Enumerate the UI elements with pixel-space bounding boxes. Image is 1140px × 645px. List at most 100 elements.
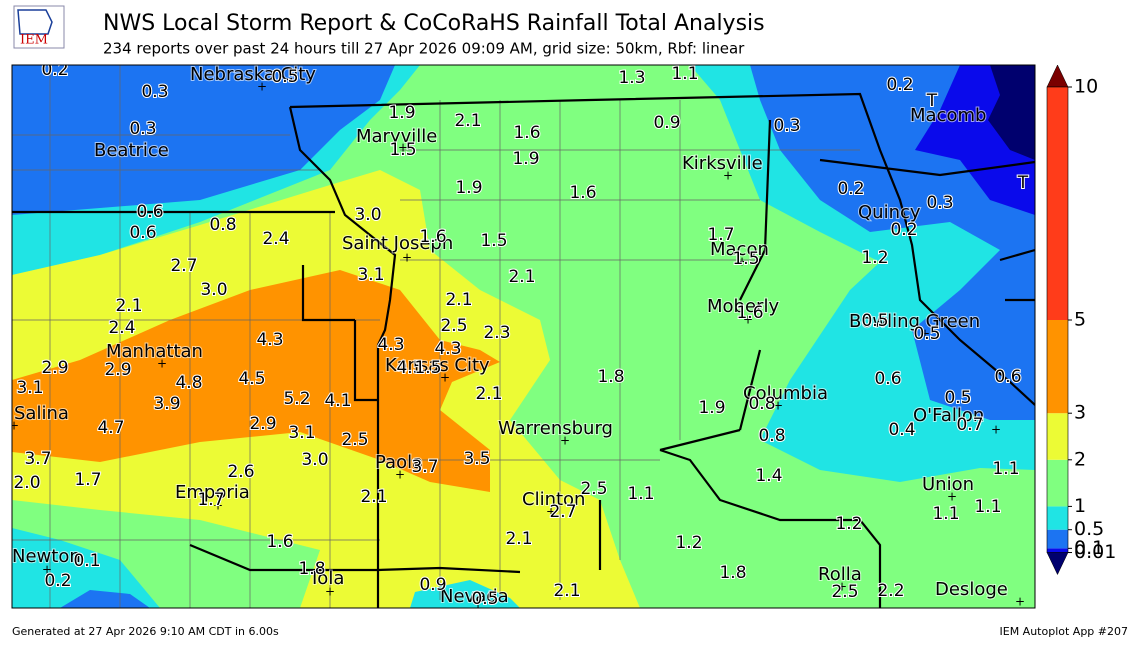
rain-report: 3.1 xyxy=(357,265,384,285)
colorbar-over xyxy=(1046,64,1069,88)
city-label: Union xyxy=(922,474,974,495)
city-marker: + xyxy=(9,419,19,433)
city-label: O'Fallon xyxy=(913,405,984,426)
city-label: Bowling Green xyxy=(849,311,980,332)
city-label: Columbia xyxy=(743,383,828,404)
region xyxy=(12,528,160,608)
region xyxy=(988,65,1035,160)
colorbar-band xyxy=(1047,529,1068,549)
colorbar-band xyxy=(1047,87,1068,320)
rain-report: 3.5 xyxy=(463,449,490,469)
footer-left: Generated at 27 Apr 2026 9:10 AM CDT in … xyxy=(12,625,279,638)
city-marker: + xyxy=(402,251,412,265)
city-marker: + xyxy=(737,255,747,269)
rain-report: 1.1 xyxy=(627,484,654,504)
rain-report: 0.5 xyxy=(271,67,298,87)
colorbar-label: 3 xyxy=(1074,402,1086,424)
rain-report: 1.1 xyxy=(974,497,1001,517)
colorbar-label: 10 xyxy=(1074,76,1098,98)
city-label: Quincy xyxy=(858,202,921,223)
logo-box xyxy=(13,5,65,49)
rain-report: 2.1 xyxy=(445,290,472,310)
colorbar-label: 0.5 xyxy=(1074,518,1104,540)
rain-report: 4.3 xyxy=(377,335,404,355)
rain-report: 1.5 xyxy=(389,140,416,160)
rain-report: 2.5 xyxy=(580,479,607,499)
rain-report: 1.7 xyxy=(74,470,101,490)
city-label: Rolla xyxy=(818,564,862,585)
rain-report: 1.8 xyxy=(597,367,624,387)
rain-report: 2.4 xyxy=(108,318,135,338)
rain-report: 2.9 xyxy=(41,358,68,378)
rain-report: 1.7 xyxy=(707,225,734,245)
rain-report: T xyxy=(1017,173,1029,193)
rain-report: 0.5 xyxy=(471,589,498,609)
rain-report: 2.0 xyxy=(13,473,40,493)
rain-report: 0.6 xyxy=(874,369,901,389)
rain-report: 0.3 xyxy=(129,119,156,139)
rain-report: 0.9 xyxy=(419,575,446,595)
rain-report: 2.1 xyxy=(360,487,387,507)
city-marker: + xyxy=(213,499,223,513)
colorbar-label: 0.01 xyxy=(1074,541,1116,563)
logo-text: IEM xyxy=(20,33,48,48)
rain-report: 1.5 xyxy=(732,249,759,269)
city-marker: + xyxy=(398,141,408,155)
subtitle: 234 reports over past 24 hours till 27 A… xyxy=(103,40,745,58)
city-marker: + xyxy=(257,80,267,94)
rain-report: 0.2 xyxy=(890,220,917,240)
boundaries xyxy=(12,92,1035,608)
rain-report: 0.6 xyxy=(136,202,163,222)
city-marker: + xyxy=(773,399,783,413)
city-label: Iola xyxy=(312,568,344,589)
region xyxy=(410,580,520,608)
city-label: Manhattan xyxy=(106,341,203,362)
rain-report: 2.1 xyxy=(553,581,580,601)
rain-report: 1.8 xyxy=(719,563,746,583)
rain-report: 1.5 xyxy=(480,231,507,251)
rain-report: 2.1 xyxy=(505,529,532,549)
city-label: Kansas City xyxy=(385,355,490,376)
rain-report: T xyxy=(926,91,938,111)
rain-report: 0.5 xyxy=(944,388,971,408)
city-label: Salina xyxy=(14,403,69,424)
rain-report: 2.5 xyxy=(341,430,368,450)
city-label: Saint Joseph xyxy=(342,233,453,254)
rain-report: 0.6 xyxy=(129,223,156,243)
city-marker: + xyxy=(947,490,957,504)
rain-report: 0.9 xyxy=(653,113,680,133)
city-label: Nebraska City xyxy=(190,64,316,85)
city-label: Macomb xyxy=(910,105,986,126)
city-marker: + xyxy=(723,169,733,183)
rain-report: 4.5 xyxy=(238,369,265,389)
rain-report: 1.1 xyxy=(992,459,1019,479)
rain-report: 1.7 xyxy=(197,490,224,510)
title: NWS Local Storm Report & CoCoRaHS Rainfa… xyxy=(103,11,765,36)
rain-report: 0.2 xyxy=(886,75,913,95)
rain-report: 0.5 xyxy=(861,311,888,331)
rain-report: 2.5 xyxy=(440,316,467,336)
rain-report: 0.6 xyxy=(994,367,1021,387)
colorbar-band xyxy=(1047,413,1068,460)
rain-report: 4.5 xyxy=(396,358,423,378)
rain-report: 0.2 xyxy=(41,60,68,80)
city-marker: + xyxy=(991,423,1001,437)
rain-report: 0.8 xyxy=(748,394,775,414)
city-label: Nevada xyxy=(440,586,509,607)
rain-report: 0.4 xyxy=(888,420,915,440)
rain-report: 1.6 xyxy=(266,532,293,552)
city-label: Emporia xyxy=(175,482,250,503)
rain-report: 1.3 xyxy=(618,68,645,88)
rain-report: 1.9 xyxy=(388,103,415,123)
city-label: Clinton xyxy=(522,489,585,510)
colorbar-under xyxy=(1046,552,1069,576)
rain-report: 1.6 xyxy=(736,303,763,323)
rain-report: 4.1 xyxy=(324,391,351,411)
city-marker: + xyxy=(157,357,167,371)
rain-report: 2.1 xyxy=(475,384,502,404)
rain-report: 1.8 xyxy=(298,559,325,579)
rain-report: 4.3 xyxy=(434,339,461,359)
rain-report: 0.3 xyxy=(773,116,800,136)
rain-report: 2.2 xyxy=(877,581,904,601)
city-marker: + xyxy=(920,327,930,341)
